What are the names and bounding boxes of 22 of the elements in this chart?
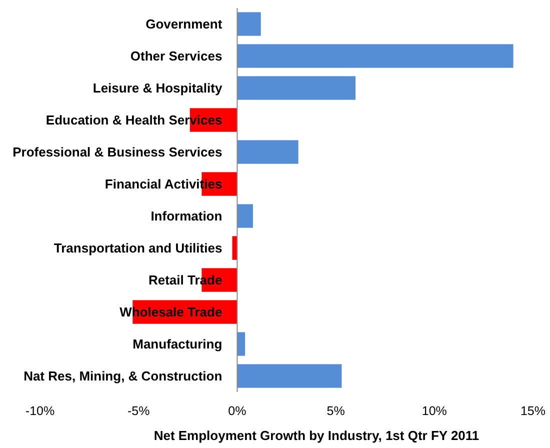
x-tick-label: 0%: [228, 404, 246, 418]
y-tick-label: Government: [146, 16, 223, 32]
x-tick-label: 15%: [520, 404, 546, 418]
y-tick-label: Leisure & Hospitality: [92, 80, 223, 96]
x-axis-title: Net Employment Growth by Industry, 1st Qtr FY 2011: [154, 428, 480, 443]
x-tick-label: 10%: [422, 404, 447, 418]
y-tick-label: Transportation and Utilities: [54, 240, 222, 256]
x-tick-label: 5%: [326, 404, 345, 418]
y-tick-label: Other Services: [130, 48, 222, 64]
y-tick-label: Information: [150, 208, 222, 224]
y-tick-label: Manufacturing: [132, 336, 222, 352]
bar: [237, 76, 356, 100]
x-tick-label: -5%: [127, 404, 150, 418]
bar: [237, 140, 298, 164]
bar: [237, 12, 261, 36]
bar: [237, 332, 246, 356]
bar: [237, 204, 253, 228]
y-tick-label: Nat Res, Mining, & Construction: [24, 368, 222, 384]
x-tick-label: -10%: [25, 404, 55, 418]
bar: [237, 364, 342, 388]
bar: [237, 44, 514, 68]
y-tick-label: Professional & Business Services: [12, 144, 222, 160]
